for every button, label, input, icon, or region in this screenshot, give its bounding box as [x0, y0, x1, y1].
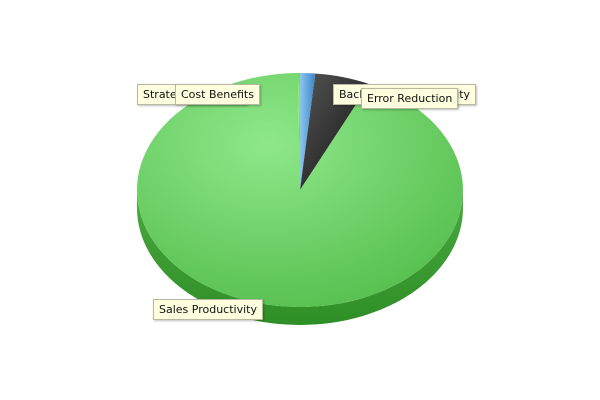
slice-label-cost-benefits: Cost Benefits — [175, 84, 260, 105]
slice-label-error-reduction: Error Reduction — [361, 88, 459, 109]
pie-slice-cost-benefits[interactable] — [298, 72, 300, 190]
pie-slice-sales-productivity[interactable] — [136, 73, 463, 308]
pie-slice-strategic-benefits[interactable] — [297, 73, 300, 190]
slice-label-sales-productivity: Sales Productivity — [153, 299, 263, 320]
pie-slice-back-office-productivity[interactable] — [300, 73, 316, 190]
